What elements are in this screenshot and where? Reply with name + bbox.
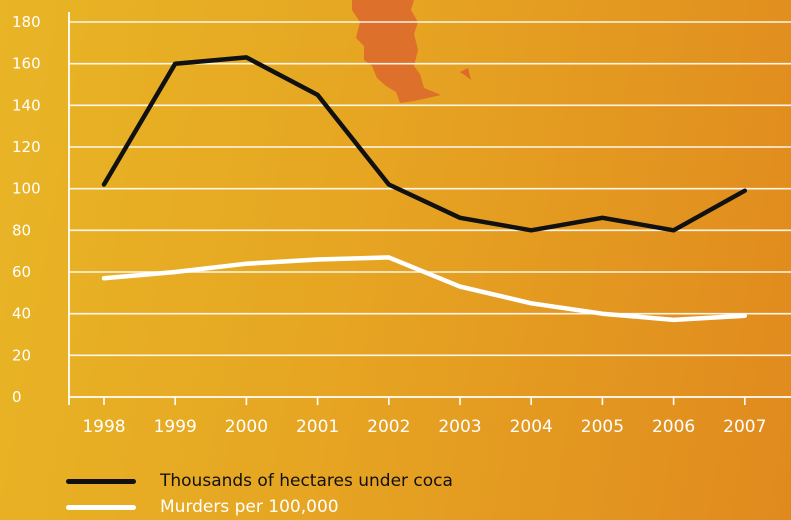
legend-swatch-coca bbox=[66, 478, 136, 484]
x-tick-labels: 1998 1999 2000 2001 2002 2003 2004 2005 2006 2007 bbox=[82, 417, 766, 437]
x-tick-label: 2003 bbox=[438, 417, 481, 437]
y-tick-label: 0 bbox=[12, 388, 22, 406]
x-tick-label: 2004 bbox=[510, 417, 553, 437]
map-landmass bbox=[352, 0, 441, 103]
series-line-coca bbox=[101, 55, 748, 233]
map-island bbox=[460, 68, 471, 80]
y-tick-label: 80 bbox=[12, 221, 31, 239]
legend-label-coca: Thousands of hectares under coca bbox=[160, 471, 453, 491]
x-tick-label: 1999 bbox=[154, 417, 197, 437]
y-tick-labels: 0 20 40 60 80 100 120 140 160 180 bbox=[12, 13, 41, 406]
legend-item-coca: Thousands of hectares under coca bbox=[66, 468, 453, 494]
x-tick-label: 2002 bbox=[367, 417, 410, 437]
y-tick-label: 40 bbox=[12, 305, 31, 323]
map-decoration bbox=[352, 0, 471, 103]
x-tick-label: 2000 bbox=[225, 417, 268, 437]
y-tick-label: 20 bbox=[12, 346, 31, 364]
legend-swatch-murders bbox=[66, 504, 136, 510]
x-tick-label: 2001 bbox=[296, 417, 339, 437]
y-tick-label: 60 bbox=[12, 263, 31, 281]
legend-item-murders: Murders per 100,000 bbox=[66, 494, 453, 520]
legend-label-murders: Murders per 100,000 bbox=[160, 497, 339, 517]
series-line-murders bbox=[101, 255, 748, 323]
axes bbox=[68, 12, 791, 405]
gridlines bbox=[69, 21, 791, 357]
y-tick-label: 100 bbox=[12, 180, 41, 198]
x-tick-label: 2005 bbox=[581, 417, 624, 437]
x-tick-label: 1998 bbox=[82, 417, 125, 437]
x-tick-label: 2006 bbox=[652, 417, 695, 437]
y-tick-label: 160 bbox=[12, 55, 41, 73]
x-tick-label: 2007 bbox=[723, 417, 766, 437]
y-tick-label: 180 bbox=[12, 13, 41, 31]
y-tick-label: 120 bbox=[12, 138, 41, 156]
legend: Thousands of hectares under coca Murders… bbox=[66, 468, 453, 520]
series-lines bbox=[101, 55, 748, 323]
y-tick-label: 140 bbox=[12, 96, 41, 114]
